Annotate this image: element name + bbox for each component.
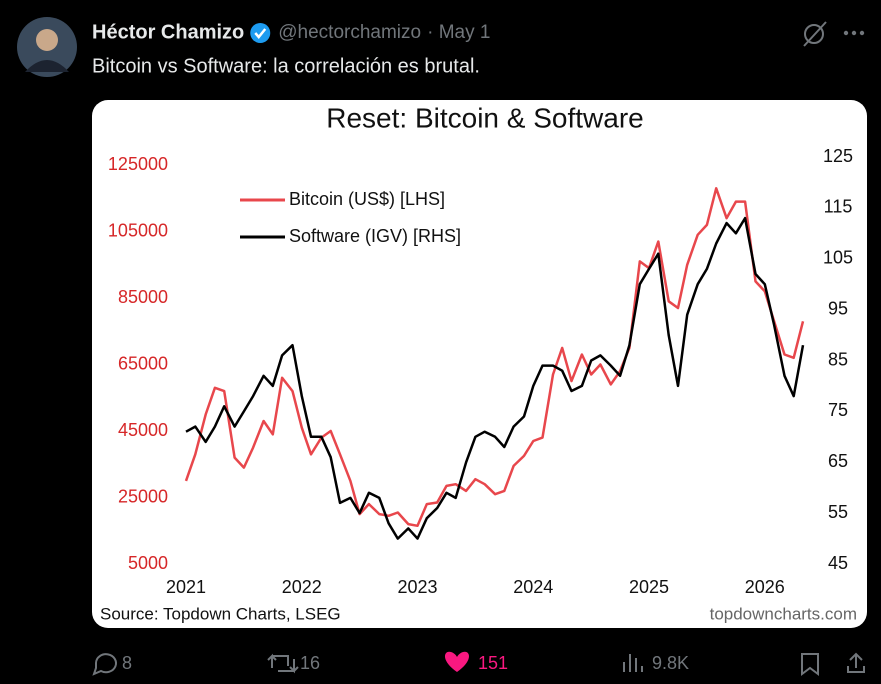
y-tick-label: 5000 [128,553,168,573]
y-tick-label: 85000 [118,287,168,307]
chart-title: Reset: Bitcoin & Software [326,102,643,133]
y2-tick-label: 85 [828,349,848,369]
reply-icon[interactable] [92,653,117,676]
chart-card[interactable] [92,100,867,628]
y2-tick-label: 115 [824,197,853,217]
x-tick-label: 2024 [513,577,553,597]
avatar-face [36,29,58,51]
date[interactable]: · May 1 [427,22,490,43]
like-icon[interactable] [444,651,470,672]
y-tick-label: 45000 [118,420,168,440]
like-count[interactable]: 151 [478,653,508,673]
y2-tick-label: 65 [828,451,848,471]
repost-count[interactable]: 16 [300,653,320,673]
x-tick-label: 2023 [397,577,437,597]
more-icon[interactable] [843,30,865,36]
y-tick-label: 105000 [108,220,168,240]
legend-label: Software (IGV) [RHS] [289,226,461,246]
reply-count[interactable]: 8 [122,653,132,673]
y2-tick-label: 105 [823,248,853,268]
views-icon[interactable] [623,654,643,672]
actions: 8 16 151 9.8K [92,651,865,676]
source: Source: Topdown Charts, LSEG [100,604,341,623]
y2-tick-label: 45 [828,553,848,573]
repost-icon[interactable] [267,653,299,674]
y2-tick-label: 75 [828,400,848,420]
avatar-body [25,60,69,72]
x-tick-label: 2022 [282,577,322,597]
tweet-text: Bitcoin vs Software: la correlación es b… [92,55,480,77]
y2-tick-label: 55 [828,502,848,522]
share-icon[interactable] [847,652,865,673]
legend-label: Bitcoin (US$) [LHS] [289,189,445,209]
handle[interactable]: @hectorchamizo [278,22,421,43]
y-tick-label: 65000 [118,353,168,373]
bookmark-icon[interactable] [801,653,819,676]
views-count[interactable]: 9.8K [652,653,689,673]
y-tick-label: 25000 [118,486,168,506]
y2-tick-label: 95 [828,298,848,318]
series-line [185,216,805,540]
series-line [184,187,805,528]
y-tick-label: 125000 [108,154,168,174]
y2-tick-label: 125 [823,146,853,166]
watermark: topdowncharts.com [710,604,857,623]
author-name[interactable]: Héctor Chamizo [92,21,244,43]
chart: Reset: Bitcoin & Software 5000 25000 45000 6… [100,102,857,623]
x-tick-label: 2021 [166,577,206,597]
x-tick-label: 2026 [745,577,785,597]
x-tick-label: 2025 [629,577,669,597]
grok-icon[interactable] [803,21,827,47]
verified-badge [250,23,271,43]
